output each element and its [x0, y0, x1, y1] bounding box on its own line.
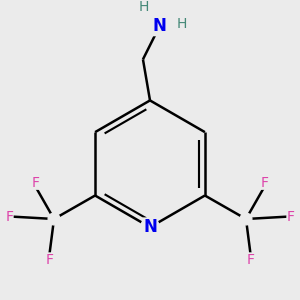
Text: F: F — [5, 210, 14, 224]
Text: N: N — [152, 17, 166, 35]
Circle shape — [150, 17, 169, 36]
Text: H: H — [139, 0, 149, 14]
Circle shape — [240, 213, 252, 225]
Circle shape — [48, 213, 60, 225]
Circle shape — [141, 218, 159, 237]
Text: F: F — [247, 253, 255, 267]
Text: N: N — [143, 218, 157, 236]
Text: F: F — [31, 176, 39, 190]
Text: F: F — [45, 253, 53, 267]
Text: F: F — [261, 176, 269, 190]
Text: F: F — [286, 210, 295, 224]
Text: H: H — [176, 17, 187, 31]
